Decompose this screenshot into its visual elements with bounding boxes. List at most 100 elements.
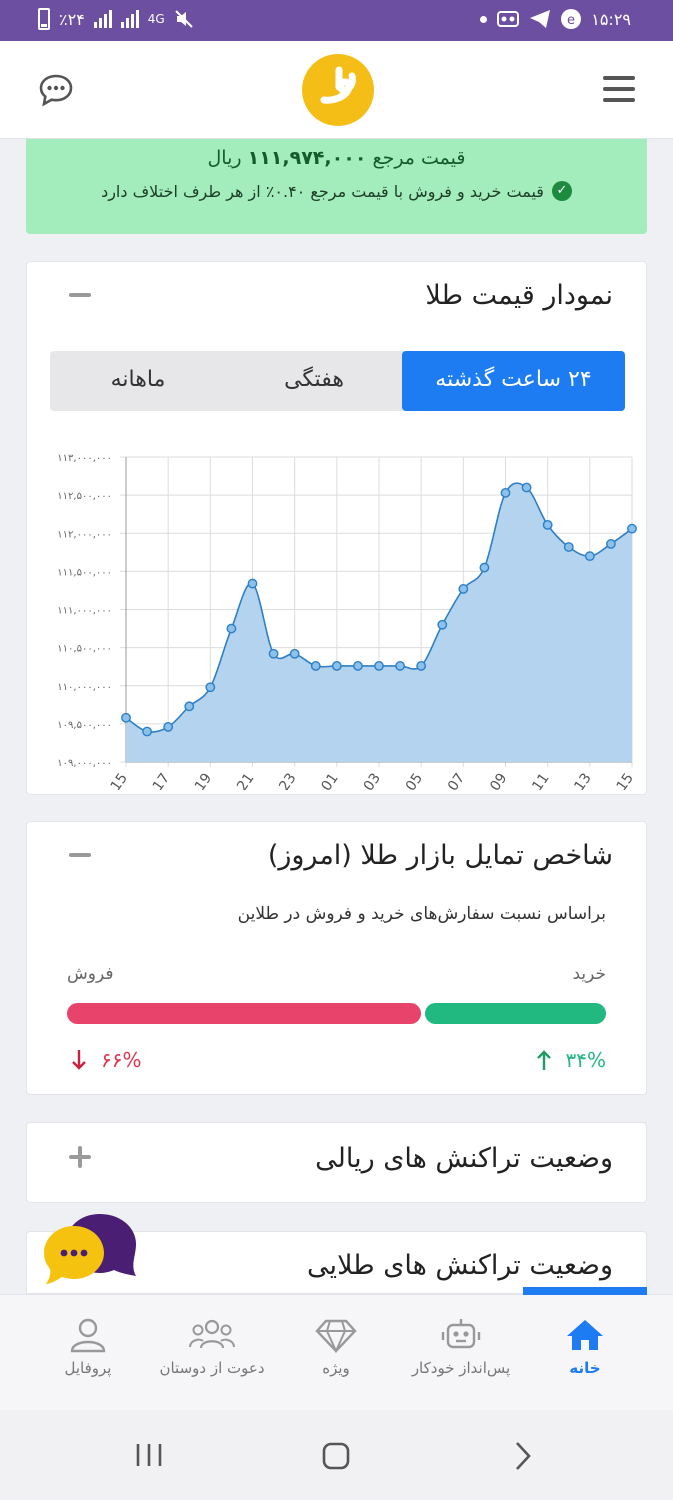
nav-special[interactable]: ویژه bbox=[271, 1317, 401, 1377]
y-tick-label: ۱۰۹,۵۰۰,۰۰۰ bbox=[57, 720, 112, 731]
data-point bbox=[479, 562, 490, 573]
active-tab-indicator bbox=[523, 1287, 647, 1295]
nav-auto-savings[interactable]: پس‌انداز خودکار bbox=[396, 1317, 526, 1377]
data-point bbox=[142, 726, 152, 737]
y-tick-label: ۱۱۰,۰۰۰,۰۰۰ bbox=[57, 682, 112, 693]
recent-apps-icon[interactable] bbox=[134, 1442, 164, 1468]
back-icon[interactable] bbox=[513, 1441, 533, 1471]
status-left: ٪۲۴ 4G bbox=[38, 8, 194, 30]
status-right: e ۱۵:۲۹ bbox=[480, 8, 631, 30]
data-point bbox=[606, 539, 616, 549]
y-tick-label: ۱۱۱,۵۰۰,۰۰۰ bbox=[57, 567, 112, 578]
price-note-text: قیمت خرید و فروش با قیمت مرجع ۰.۴۰٪ از ه… bbox=[101, 181, 544, 201]
data-point bbox=[416, 661, 427, 671]
sell-percent-value: ۶۶% bbox=[101, 1048, 142, 1072]
support-chat-icon[interactable] bbox=[44, 1212, 140, 1292]
collapse-icon[interactable] bbox=[69, 853, 91, 857]
card-title: شاخص تمایل بازار طلا (امروز) bbox=[267, 840, 613, 871]
user-icon bbox=[70, 1318, 106, 1353]
menu-icon[interactable] bbox=[603, 76, 635, 102]
data-point bbox=[331, 661, 342, 671]
data-point bbox=[247, 578, 258, 589]
x-tick-label: 03 bbox=[361, 770, 384, 790]
arrow-down-icon bbox=[72, 1050, 86, 1070]
app-header bbox=[0, 41, 673, 139]
x-tick-label: 17 bbox=[150, 770, 173, 790]
nav-home[interactable]: خانه bbox=[520, 1317, 650, 1377]
x-tick-label: 13 bbox=[571, 770, 594, 790]
reference-price-banner: قیمت مرجع ۱۱۱,۹۷۴,۰۰۰ ریال ✓ قیمت خرید و… bbox=[26, 139, 647, 234]
bottom-nav: خانه پس‌انداز خودکار ویژه دعوت از دوستان bbox=[0, 1287, 673, 1410]
rial-transactions-card[interactable]: وضعیت تراکنش های ریالی bbox=[26, 1122, 647, 1203]
x-tick-label: 01 bbox=[318, 770, 341, 790]
nav-label: پروفایل bbox=[64, 1359, 112, 1377]
nav-label: دعوت از دوستان bbox=[159, 1359, 265, 1377]
home-icon bbox=[567, 1320, 603, 1350]
buy-bar bbox=[425, 1003, 606, 1024]
network-type: 4G bbox=[147, 12, 165, 26]
sell-bar bbox=[67, 1003, 421, 1024]
data-point bbox=[121, 712, 131, 723]
tab-24h[interactable]: ۲۴ ساعت گذشته bbox=[402, 351, 625, 411]
users-icon bbox=[189, 1319, 235, 1349]
robot-icon bbox=[441, 1319, 481, 1349]
nav-label: خانه bbox=[569, 1359, 601, 1377]
card-title: وضعیت تراکنش های طلایی bbox=[307, 1250, 613, 1281]
x-tick-label: 23 bbox=[276, 770, 299, 790]
data-point bbox=[584, 551, 595, 562]
buy-label: خرید bbox=[572, 964, 606, 984]
period-tabs: ۲۴ ساعت گذشته هفتگی ماهانه bbox=[50, 351, 625, 411]
price-value: ۱۱۱,۹۷۴,۰۰۰ bbox=[247, 147, 367, 169]
area-fill bbox=[126, 483, 632, 762]
price-note: ✓ قیمت خرید و فروش با قیمت مرجع ۰.۴۰٪ از… bbox=[26, 181, 647, 201]
sentiment-subtitle: براساس نسبت سفارش‌های خرید و فروش در طلا… bbox=[237, 904, 606, 924]
status-bar: ٪۲۴ 4G e ۱۵:۲۹ bbox=[0, 0, 673, 41]
voicemail-icon bbox=[497, 11, 520, 27]
notification-dot-icon bbox=[480, 15, 488, 23]
signal-icon-2 bbox=[120, 10, 139, 28]
x-tick-label: 19 bbox=[192, 770, 215, 790]
tab-weekly[interactable]: هفتگی bbox=[284, 367, 344, 392]
y-tick-label: ۱۱۱,۰۰۰,۰۰۰ bbox=[57, 606, 112, 617]
sell-percent: ۶۶% bbox=[71, 1048, 142, 1072]
x-tick-label: 15 bbox=[108, 770, 131, 790]
app-logo[interactable] bbox=[302, 54, 374, 126]
chat-icon[interactable] bbox=[38, 73, 74, 107]
price-unit: ریال bbox=[207, 147, 242, 169]
reference-price: قیمت مرجع ۱۱۱,۹۷۴,۰۰۰ ریال bbox=[26, 147, 647, 169]
check-icon: ✓ bbox=[551, 181, 572, 201]
sell-label: فروش bbox=[67, 964, 114, 984]
collapse-icon[interactable] bbox=[69, 293, 91, 297]
data-point bbox=[163, 722, 174, 732]
y-tick-label: ۱۱۲,۵۰۰,۰۰۰ bbox=[57, 491, 112, 502]
y-tick-label: ۱۰۹,۰۰۰,۰۰۰ bbox=[57, 758, 112, 769]
data-point bbox=[627, 523, 637, 534]
y-tick-label: ۱۱۳,۰۰۰,۰۰۰ bbox=[57, 453, 112, 464]
data-point bbox=[310, 661, 321, 671]
data-point bbox=[184, 701, 195, 712]
battery-level: ٪۲۴ bbox=[59, 9, 85, 29]
nav-profile[interactable]: پروفایل bbox=[23, 1317, 153, 1377]
y-tick-label: ۱۱۲,۰۰۰,۰۰۰ bbox=[57, 529, 112, 540]
system-nav-bar bbox=[0, 1410, 673, 1500]
data-point bbox=[563, 542, 574, 552]
home-button-icon[interactable] bbox=[322, 1442, 350, 1470]
data-point bbox=[437, 619, 448, 630]
clock: ۱۵:۲۹ bbox=[591, 9, 631, 29]
app-status-icon: e bbox=[561, 9, 582, 29]
nav-label: ویژه bbox=[322, 1359, 350, 1377]
expand-icon[interactable] bbox=[69, 1146, 91, 1168]
x-tick-label: 09 bbox=[487, 770, 510, 790]
telegram-icon bbox=[530, 10, 551, 28]
nav-invite-friends[interactable]: دعوت از دوستان bbox=[147, 1317, 277, 1377]
tab-monthly[interactable]: ماهانه bbox=[110, 367, 166, 392]
card-title: وضعیت تراکنش های ریالی bbox=[315, 1143, 613, 1174]
data-point bbox=[458, 584, 469, 594]
data-point bbox=[521, 482, 532, 493]
x-tick-label: 05 bbox=[403, 770, 426, 790]
data-point bbox=[500, 487, 511, 498]
data-point bbox=[289, 648, 300, 659]
mute-icon bbox=[175, 10, 193, 28]
diamond-icon bbox=[315, 1319, 357, 1353]
price-label: قیمت مرجع bbox=[372, 147, 466, 169]
